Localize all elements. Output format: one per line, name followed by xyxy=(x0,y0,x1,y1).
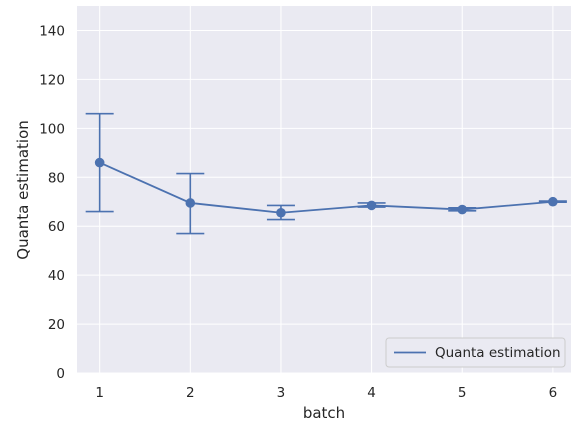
y-tick-label-20: 20 xyxy=(48,317,65,333)
x-tick-labels: 1 2 3 4 5 6 xyxy=(95,385,557,401)
data-point-4 xyxy=(366,200,377,211)
plot-area xyxy=(77,6,571,373)
y-axis-label: Quanta estimation xyxy=(14,120,32,259)
series-line-0 xyxy=(99,161,553,214)
y-tick-label-60: 60 xyxy=(48,219,65,235)
legend-box xyxy=(385,337,566,368)
series-group xyxy=(85,112,567,235)
data-point-3 xyxy=(276,207,286,218)
x-axis-label: batch xyxy=(303,404,345,422)
x-tick-label-2: 2 xyxy=(186,385,195,401)
legend: Quanta estimation xyxy=(385,337,566,368)
x-tick-label-6: 6 xyxy=(549,385,558,401)
x-tick-label-4: 4 xyxy=(367,385,376,401)
y-tick-label-80: 80 xyxy=(48,170,65,186)
x-tick-label-5: 5 xyxy=(458,385,467,401)
y-tick-label-140: 140 xyxy=(39,23,65,39)
x-tick-label-3: 3 xyxy=(277,385,286,401)
data-point-2 xyxy=(185,198,196,208)
data-point-5 xyxy=(457,204,468,215)
legend-label-quanta-estimation: Quanta estimation xyxy=(435,345,561,361)
y-tick-label-40: 40 xyxy=(48,268,65,284)
y-tick-labels: 0 20 40 60 80 100 120 140 xyxy=(39,23,65,382)
x-tick-label-1: 1 xyxy=(95,385,104,401)
grid xyxy=(77,6,571,374)
data-point-1 xyxy=(94,157,105,168)
data-point-6 xyxy=(548,196,558,207)
y-tick-label-0: 0 xyxy=(56,366,65,382)
y-tick-label-120: 120 xyxy=(39,72,65,88)
y-tick-label-100: 100 xyxy=(39,121,65,137)
